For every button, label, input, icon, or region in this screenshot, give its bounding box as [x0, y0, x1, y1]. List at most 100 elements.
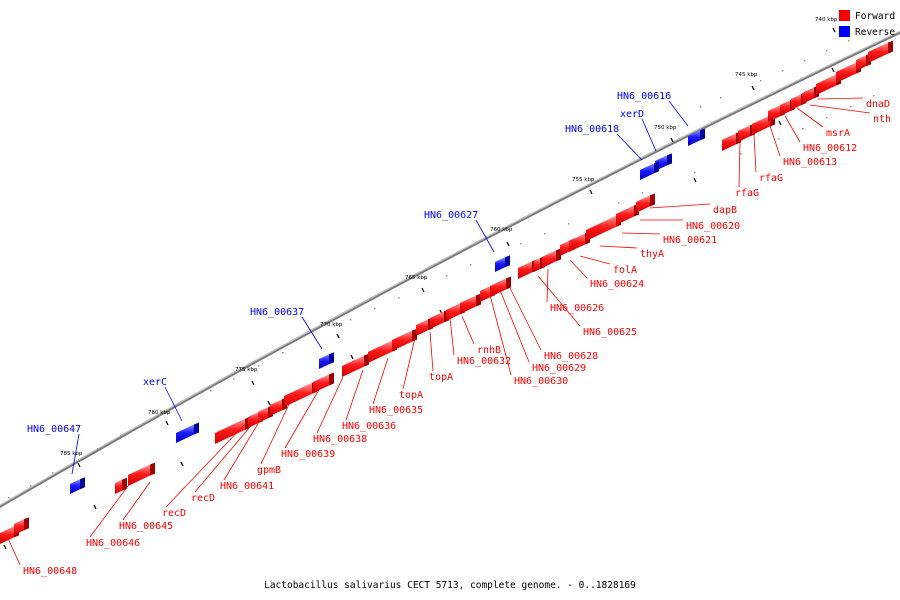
gene-label-recD: recD — [162, 508, 186, 519]
ruler-dot — [720, 97, 722, 99]
ruler-dot — [782, 70, 784, 72]
ruler-dot — [850, 106, 852, 108]
gene-label-xerD: xerD — [620, 109, 644, 120]
ruler-kbp-label: 740 kbp — [815, 17, 838, 23]
gene-leader-line — [316, 376, 344, 434]
ruler-minor-tick — [350, 354, 354, 360]
gene-label-HN6_00645: HN6_00645 — [119, 521, 173, 532]
ruler-dot — [544, 233, 546, 235]
ruler-dot — [30, 485, 32, 487]
ruler-minor-tick — [267, 400, 271, 406]
ruler-kbp-label: 785 kbp — [60, 451, 83, 457]
figure-caption: Lactobacillus salivarius CECT 5713, comp… — [264, 580, 636, 591]
ruler-ticks: 740 kbp 745 kbp 750 kbp 755 kbp 760 kbp 765 k… — [3, 17, 875, 550]
gene-label-nth: nth — [873, 114, 891, 125]
gene-leader-line — [164, 386, 183, 422]
reverse-feature — [319, 352, 334, 369]
ruler-dot — [700, 106, 702, 108]
legend-forward-swatch — [839, 10, 850, 21]
ruler-kbp-label: 780 kbp — [148, 410, 171, 416]
ruler-minor-tick — [93, 504, 97, 510]
ruler-dot — [143, 423, 145, 425]
reverse-feature — [70, 477, 85, 494]
forward-feature — [313, 372, 334, 393]
ruler-minor-tick — [831, 67, 835, 73]
gene-leader-line — [621, 232, 661, 235]
ruler-dot — [568, 223, 570, 225]
ruler-dot — [694, 172, 696, 174]
gene-label-xerC: xerC — [143, 377, 167, 388]
ruler-kbp-label: 755 kbp — [572, 177, 595, 183]
gene-label-rfaG: rfaG — [759, 173, 783, 184]
gene-label-folA: folA — [613, 265, 637, 276]
ruler-major-tick — [751, 85, 755, 91]
forward-feature — [868, 40, 893, 63]
forward-gene-labels: dnaDnthmsrAHN6_00612HN6_00613rfaGrfaGdap… — [7, 97, 891, 577]
gene-leader-line — [345, 369, 364, 421]
gene-label-HN6_00627: HN6_00627 — [424, 210, 478, 221]
gene-label-topA: topA — [399, 390, 423, 401]
ruler-dot — [374, 308, 376, 310]
forward-feature — [616, 203, 639, 225]
gene-label-HN6_00624: HN6_00624 — [590, 279, 644, 290]
ruler-minor-tick — [778, 120, 782, 126]
gene-leader-line — [284, 387, 321, 449]
gene-label-HN6_00639: HN6_00639 — [281, 449, 335, 460]
ruler-dot — [826, 117, 828, 119]
gene-label-HN6_00612: HN6_00612 — [803, 143, 857, 154]
ruler-major-tick — [251, 380, 255, 386]
gene-label-HN6_00638: HN6_00638 — [313, 434, 367, 445]
ruler-kbp-label: 770 kbp — [320, 322, 343, 328]
ruler-dot — [778, 138, 780, 140]
gene-leader-line — [372, 357, 389, 405]
forward-feature — [342, 353, 369, 377]
gene-leader-line — [738, 141, 741, 188]
legend: Forward Reverse — [839, 10, 895, 38]
reverse-feature — [688, 128, 705, 146]
gene-leader-line — [475, 219, 495, 253]
gene-label-msrA: msrA — [826, 128, 850, 139]
forward-feature — [542, 248, 561, 268]
ruler-dot — [52, 472, 54, 474]
forward-feature — [490, 276, 511, 297]
forward-feature — [284, 380, 317, 407]
gene-leader-line — [809, 104, 871, 114]
ruler-dot — [520, 243, 522, 245]
ruler-dot — [760, 80, 762, 82]
gene-leader-line — [7, 537, 21, 566]
gene-leader-line — [817, 97, 864, 100]
gene-label-HN6_00647: HN6_00647 — [27, 424, 81, 435]
gene-leader-line — [569, 259, 588, 279]
ruler-dot — [120, 435, 122, 437]
gene-leader-line — [489, 294, 512, 376]
ruler-dot — [210, 390, 212, 392]
gene-leader-line — [546, 268, 549, 303]
gene-leader-line — [194, 420, 256, 493]
gene-label-HN6_00625: HN6_00625 — [583, 327, 637, 338]
gene-label-HN6_00635: HN6_00635 — [369, 405, 423, 416]
gene-leader-line — [641, 118, 657, 152]
ruler-kbp-label: 750 kbp — [654, 125, 677, 131]
gene-label-HN6_00613: HN6_00613 — [783, 157, 837, 168]
legend-reverse-label: Reverse — [855, 27, 895, 38]
gene-label-HN6_00629: HN6_00629 — [532, 363, 586, 374]
gene-leader-line — [223, 416, 263, 481]
reverse-feature — [640, 161, 659, 180]
gene-leader-line — [767, 119, 781, 157]
gene-leader-line — [616, 133, 643, 161]
gene-label-HN6_00628: HN6_00628 — [544, 351, 598, 362]
ruler-dot — [97, 448, 99, 450]
gene-leader-line — [89, 485, 129, 538]
ruler-major-tick — [506, 241, 510, 247]
ruler-dot — [258, 365, 260, 367]
gene-label-HN6_00646: HN6_00646 — [86, 538, 140, 549]
ruler-major-tick — [77, 462, 81, 468]
ruler-minor-tick — [3, 544, 7, 550]
ruler-major-tick — [589, 189, 593, 195]
gene-label-topA: topA — [429, 372, 453, 383]
gene-label-HN6_00618: HN6_00618 — [565, 124, 619, 135]
forward-feature — [460, 293, 481, 314]
ruler-minor-tick — [693, 177, 697, 183]
gene-label-HN6_00637: HN6_00637 — [250, 307, 304, 318]
ruler-dot — [804, 60, 806, 62]
